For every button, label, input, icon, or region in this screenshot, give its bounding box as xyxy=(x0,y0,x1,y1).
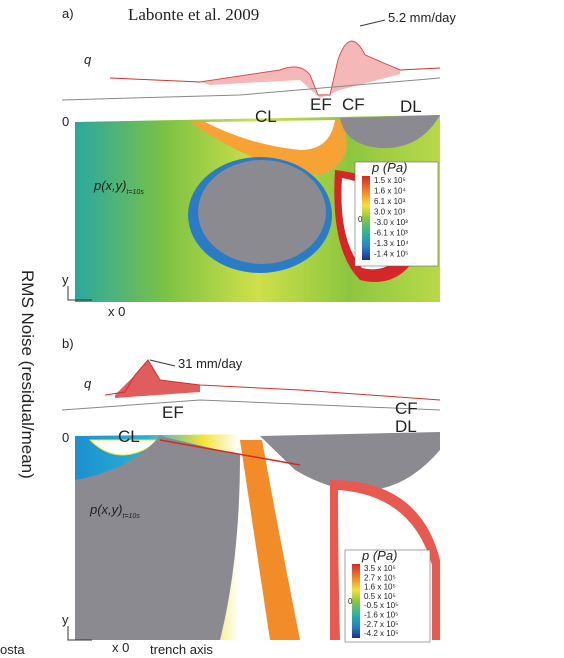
zero-label: 0 xyxy=(62,430,69,445)
legend-label: -3.0 x 10³ xyxy=(374,218,408,227)
legend-label: 1.5 x 10⁵ xyxy=(374,176,406,185)
y-axis-label: y xyxy=(62,272,69,287)
legend-label: 0.5 x 10⁵ xyxy=(364,592,396,601)
legend-bar xyxy=(362,176,370,260)
legend-label: -0.5 x 10⁵ xyxy=(364,601,398,610)
figure: RMS Noise (residual/mean) osta a) Labont… xyxy=(0,0,564,658)
panel-tag: b) xyxy=(62,336,74,351)
region-ef: EF xyxy=(310,95,332,114)
zero-label: 0 xyxy=(62,114,69,129)
q-label: q xyxy=(84,376,92,391)
legend-label: -6.1 x 10³ xyxy=(374,229,408,238)
legend-label: -1.4 x 10⁵ xyxy=(374,250,408,259)
legend-bar xyxy=(352,564,360,638)
region-ef: EF xyxy=(162,403,184,422)
peak-label: 31 mm/day xyxy=(178,356,243,371)
peak-leader xyxy=(150,360,175,366)
region-cf: CF xyxy=(342,95,365,114)
legend-title: p (Pa) xyxy=(361,548,397,563)
legend-label: 3.5 x 10⁵ xyxy=(364,564,396,573)
legend-label: 3.0 x 10³ xyxy=(374,208,405,217)
page: RMS Noise (residual/mean) osta a) Labont… xyxy=(0,0,564,658)
legend-label: 2.7 x 10⁵ xyxy=(364,573,396,582)
region-cl: CL xyxy=(118,427,140,446)
panel-b: b) 31 mm/day q EF CF 0 CL DL p(x,y)t=10s… xyxy=(62,336,440,657)
region-cl: CL xyxy=(255,107,277,126)
peak-label: 5.2 mm/day xyxy=(388,10,456,25)
legend-label: 1.6 x 10⁵ xyxy=(364,583,396,592)
peak-leader xyxy=(360,20,385,26)
x-axis-label: x 0 xyxy=(108,304,125,319)
low-zone xyxy=(198,160,326,264)
surface xyxy=(62,400,440,410)
legend-label: -1.3 x 10⁴ xyxy=(374,239,409,248)
region-dl: DL xyxy=(400,97,422,116)
q-label: q xyxy=(84,52,92,67)
legend-label: 1.6 x 10⁴ xyxy=(374,187,406,196)
region-dl: DL xyxy=(395,417,417,436)
legend-mid: 0 xyxy=(348,597,353,606)
y-axis-label: y xyxy=(62,612,69,627)
trench-label: trench axis xyxy=(150,642,213,657)
legend-mid: 0 xyxy=(358,215,363,224)
legend-label: -2.7 x 10⁵ xyxy=(364,620,398,629)
panel-tag: a) xyxy=(62,6,74,21)
legend-label: 6.1 x 10³ xyxy=(374,197,405,206)
legend-label: -4.2 x 10⁵ xyxy=(364,629,398,638)
region-cf: CF xyxy=(395,399,418,418)
legend-title: p (Pa) xyxy=(371,160,407,175)
x-axis-label: x 0 xyxy=(112,640,129,655)
legend-label: -1.6 x 10⁵ xyxy=(364,611,398,620)
side-label: RMS Noise (residual/mean) xyxy=(18,270,37,479)
panel-a: a) Labonte et al. 2009 5.2 mm/day q EF C… xyxy=(62,5,456,319)
citation: Labonte et al. 2009 xyxy=(128,5,259,24)
corner-fragment: osta xyxy=(0,642,25,657)
